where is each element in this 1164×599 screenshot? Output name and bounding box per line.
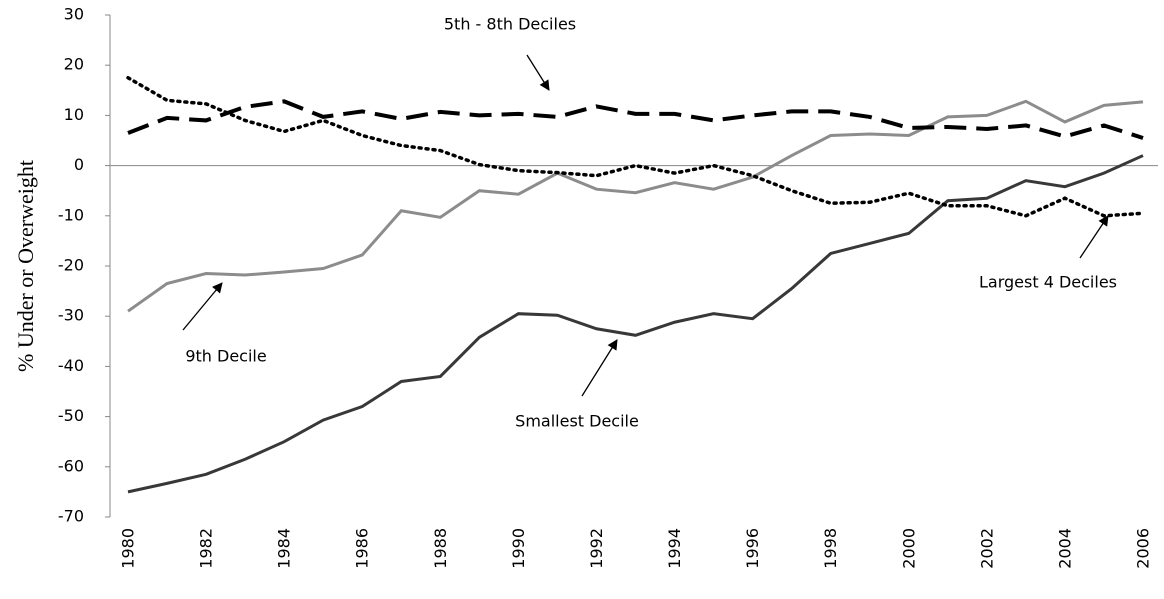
annotation-arrow: [526, 54, 550, 91]
annotation: 9th Decile: [185, 347, 266, 366]
x-tick-label: 1996: [743, 528, 762, 569]
y-tick-label: -30: [58, 306, 84, 325]
x-tick-label: 1994: [665, 528, 684, 569]
x-tick-label: 1980: [119, 528, 138, 569]
annotation: Largest 4 Deciles: [979, 273, 1117, 292]
x-tick-label: 1992: [587, 528, 606, 569]
y-tick-label: -60: [58, 456, 84, 475]
y-tick-label: -20: [58, 256, 84, 275]
y-tick-label: -50: [58, 406, 84, 425]
x-tick-label: 1986: [353, 528, 372, 569]
y-tick-label: 20: [64, 55, 84, 74]
series-line: [127, 99, 1144, 140]
y-tick-label: 0: [74, 155, 84, 174]
x-tick-label: 2000: [899, 528, 918, 569]
x-tick-label: 2006: [1134, 528, 1153, 569]
y-tick-label: -10: [58, 205, 84, 224]
y-tick-label: 10: [64, 105, 84, 124]
y-tick-label: -70: [58, 507, 84, 526]
series-line: [126, 76, 1145, 218]
x-tick-label: 1982: [197, 528, 216, 569]
x-tick-label: 1998: [821, 528, 840, 569]
x-tick-label: 1990: [509, 528, 528, 569]
y-axis-label: % Under or Overweight: [13, 160, 38, 372]
x-tick-label: 2002: [977, 528, 996, 569]
series-line: [127, 99, 1144, 313]
annotation-arrow: [182, 282, 223, 331]
x-tick-label: 1988: [431, 528, 450, 569]
annotation-arrow: [581, 339, 618, 397]
annotation-arrow: [1079, 215, 1109, 259]
x-tick-label: 1984: [275, 528, 294, 569]
y-tick-label: -40: [58, 356, 84, 375]
annotation: Smallest Decile: [515, 412, 639, 431]
x-tick-label: 2004: [1055, 528, 1074, 569]
y-tick-label: 30: [64, 5, 84, 24]
series-line: [127, 154, 1144, 494]
annotation: 5th - 8th Deciles: [444, 15, 576, 34]
